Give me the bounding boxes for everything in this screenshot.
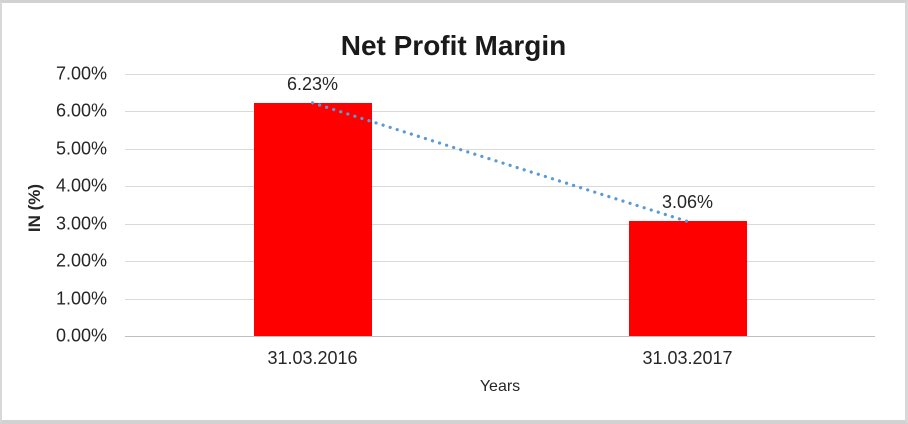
x-tick-label: 31.03.2016	[267, 348, 358, 368]
gridline	[125, 111, 875, 113]
y-tick-label: 0.00%	[55, 325, 107, 346]
y-tick-label: 4.00%	[55, 175, 107, 196]
y-tick-label: 3.00%	[55, 213, 107, 234]
x-tick-label: 31.03.2017	[642, 348, 733, 368]
gridline	[125, 223, 875, 225]
data-label: 3.06%	[661, 192, 714, 213]
gridline	[125, 261, 875, 263]
gridline	[125, 148, 875, 150]
y-tick-label: 1.00%	[55, 288, 107, 309]
y-tick-label: 7.00%	[55, 63, 107, 84]
x-axis-title: Years	[479, 378, 521, 395]
plot-area	[125, 74, 875, 337]
bar-31.03.2017	[628, 221, 747, 336]
data-label: 6.23%	[286, 73, 339, 94]
y-tick-label: 2.00%	[55, 250, 107, 271]
chart-title: Net Profit Margin	[340, 30, 567, 61]
y-tick-label: 6.00%	[55, 100, 107, 121]
x-axis-line	[125, 336, 875, 337]
y-tick-label: 5.00%	[55, 138, 107, 159]
gridline	[125, 298, 875, 300]
bar-31.03.2016	[253, 102, 372, 336]
gridline	[125, 186, 875, 188]
gridline	[125, 74, 875, 75]
y-axis-title: IN (%)	[25, 183, 44, 233]
